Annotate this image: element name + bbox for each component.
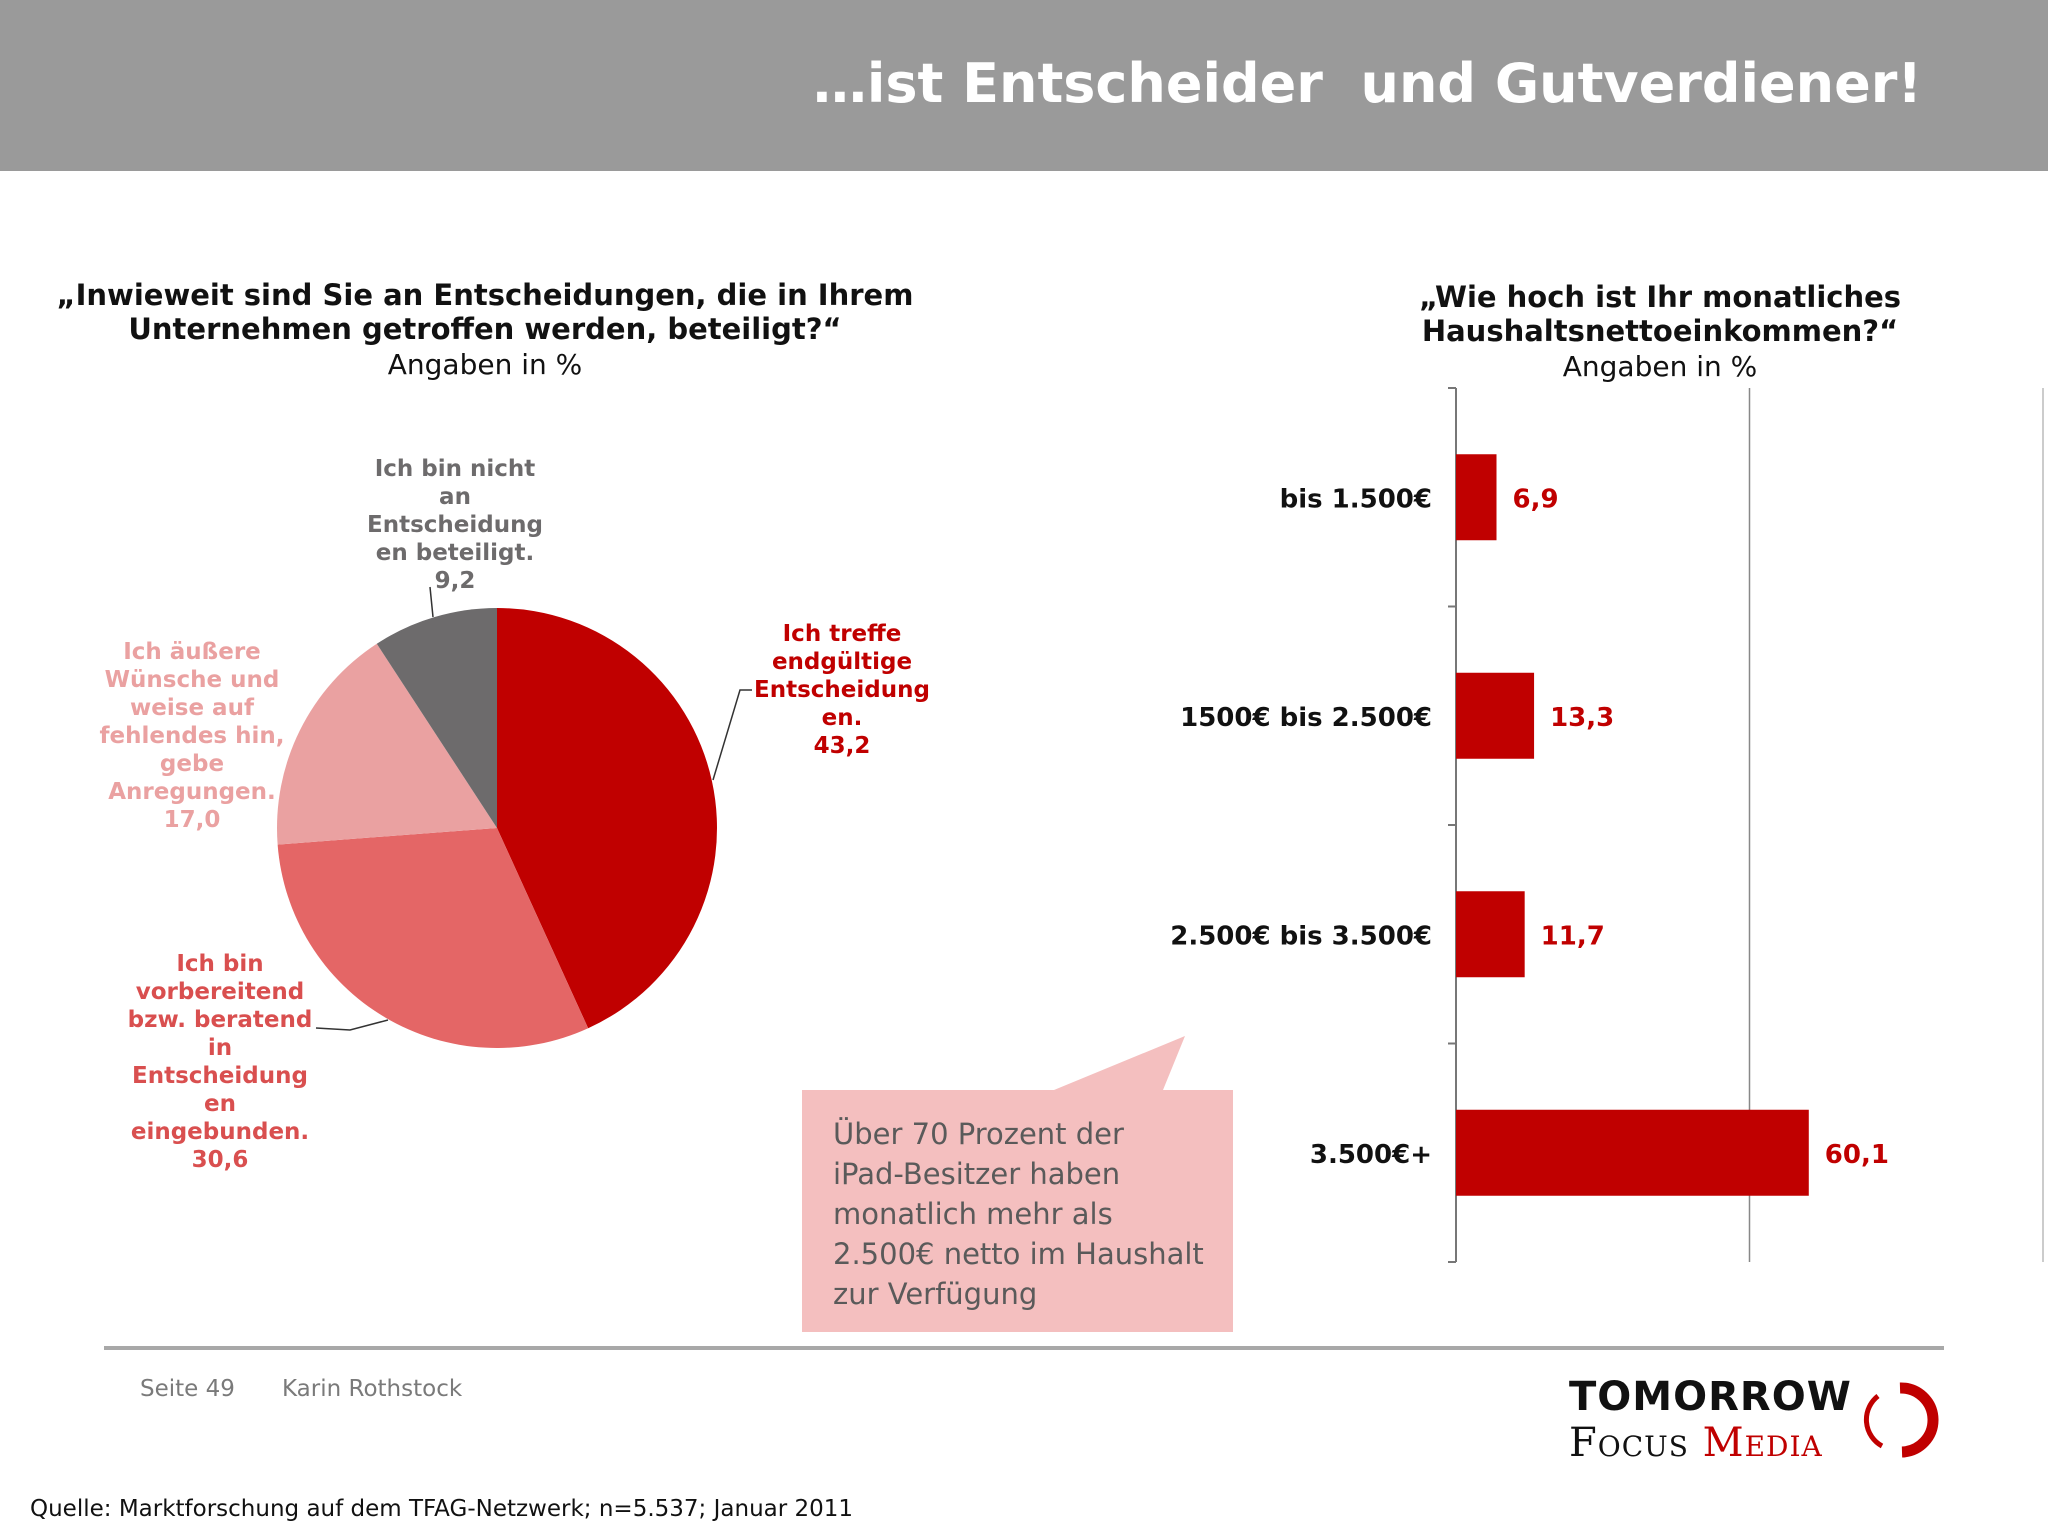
pie-value-slice-1: 43,2 [813,733,871,759]
pie-slice-2 [277,828,589,1048]
bar-4 [1456,1109,1809,1196]
pie-label-slice-2-line-1: Ich bin [176,951,264,977]
logo-media: Media [1702,1420,1823,1466]
bar-3 [1456,891,1525,978]
slide-title: …ist Entscheider und Gutverdiener! [812,52,1922,115]
bar-chart-subtitle: Angaben in % [1562,350,1758,383]
pie-label-slice-2-line-7: eingebunden. [130,1119,310,1145]
bar-chart: bis 1.500€ 6,9 1500€ bis 2.500€ 13,3 2.500€ … [1170,387,2044,1263]
header-bar [0,0,2048,171]
pie-chart [277,586,752,1048]
bar-value-label-2: 13,3 [1550,703,1614,733]
bar-chart-title: „Wie hoch ist Ihr monatliches Haushaltsn… [1360,280,1960,348]
pie-chart-subtitle: Angaben in % [387,348,583,381]
pie-slice-4 [376,608,497,828]
bar-category-label-2: 1500€ bis 2.500€ [1180,703,1432,733]
pie-label-slice-3-line-4: fehlendes hin, [99,723,285,749]
callout-line-1: Über 70 Prozent der [833,1117,1124,1151]
callout-bubble [802,1036,1233,1332]
logo-ring-icon [1863,1382,1939,1458]
bar-title-line-1: „Wie hoch ist Ihr monatliches [1418,280,1902,314]
pie-label-slice-3-line-2: Wünsche und [104,667,280,693]
pie-label-slice-3-line-5: gebe [159,751,225,777]
bar-value-label-3: 11,7 [1541,921,1605,951]
bar-category-label-3: 2.500€ bis 3.500€ [1170,921,1432,951]
pie-label-slice-2-line-6: en [204,1091,236,1117]
pie-chart-title: „Inwieweit sind Sie an Entscheidungen, d… [40,278,930,346]
pie-label-slice-2-line-2: vorbereitend [135,979,305,1005]
pie-title-line-2: Unternehmen getroffen werden, beteiligt?… [128,312,842,346]
pie-label-slice-1-line-3: Entscheidung [754,677,930,703]
page-number: Seite 49 [140,1376,235,1402]
bar-title-line-2: Haushaltsnettoeinkommen?“ [1421,314,1899,348]
pie-leader-line-1 [712,689,752,781]
logo-focus-media: Focus Media [1569,1420,1823,1466]
callout-text: Über 70 Prozent der iPad-Besitzer haben … [833,1114,1233,1314]
pie-label-slice-1: Ich treffe endgültige Entscheidung en. 4… [742,620,942,760]
pie-label-slice-4-line-3: Entscheidung [367,512,543,538]
footer-divider [104,1346,1944,1350]
pie-label-slice-4-line-2: an [439,484,471,510]
bar-category-label-4: 3.500€+ [1310,1140,1432,1170]
bar-2 [1456,672,1535,759]
logo-focus: Focus [1569,1420,1689,1466]
bar-category-label-1: bis 1.500€ [1280,484,1432,514]
logo-tomorrow: TOMORROW [1569,1374,1852,1420]
author-name: Karin Rothstock [282,1376,463,1402]
bar-value-label-4: 60,1 [1825,1140,1889,1170]
callout-line-4: 2.500€ netto im Haushalt [833,1237,1204,1271]
pie-label-slice-4-line-1: Ich bin nicht [374,456,536,482]
callout-line-5: zur Verfügung [833,1277,1038,1311]
pie-label-slice-1-line-1: Ich treffe [782,621,902,647]
pie-label-slice-3-line-6: Anregungen. [108,779,276,805]
pie-label-slice-4: Ich bin nicht an Entscheidung en beteili… [355,455,555,595]
pie-label-slice-2-line-4: in [207,1035,233,1061]
pie-label-slice-2-line-5: Entscheidung [132,1063,308,1089]
pie-label-slice-3-line-1: Ich äußere [123,639,261,665]
callout-line-2: iPad-Besitzer haben [833,1157,1121,1191]
pie-label-slice-1-line-4: en. [821,705,863,731]
pie-slice-3 [277,643,497,845]
pie-value-slice-2: 30,6 [191,1147,249,1173]
pie-slice-1 [497,608,717,1029]
pie-label-slice-3-line-3: weise auf [130,695,254,721]
pie-label-slice-4-line-4: en beteiligt. [375,540,535,566]
pie-label-slice-2-line-3: bzw. beratend [127,1007,313,1033]
callout-line-3: monatlich mehr als [833,1197,1113,1231]
pie-label-slice-3: Ich äußere Wünsche und weise auf fehlend… [92,638,292,834]
pie-leader-line-3 [429,586,434,618]
pie-label-slice-1-line-2: endgültige [771,649,913,675]
pie-title-line-1: „Inwieweit sind Sie an Entscheidungen, d… [56,278,914,312]
bar-value-label-1: 6,9 [1513,484,1559,514]
pie-value-slice-3: 17,0 [163,807,221,833]
source-note: Quelle: Marktforschung auf dem TFAG-Netz… [30,1496,854,1522]
pie-label-slice-2: Ich bin vorbereitend bzw. beratend in En… [120,950,320,1174]
pie-leader-line-2 [315,1019,389,1031]
bar-1 [1456,454,1497,541]
pie-value-slice-4: 9,2 [434,568,476,594]
